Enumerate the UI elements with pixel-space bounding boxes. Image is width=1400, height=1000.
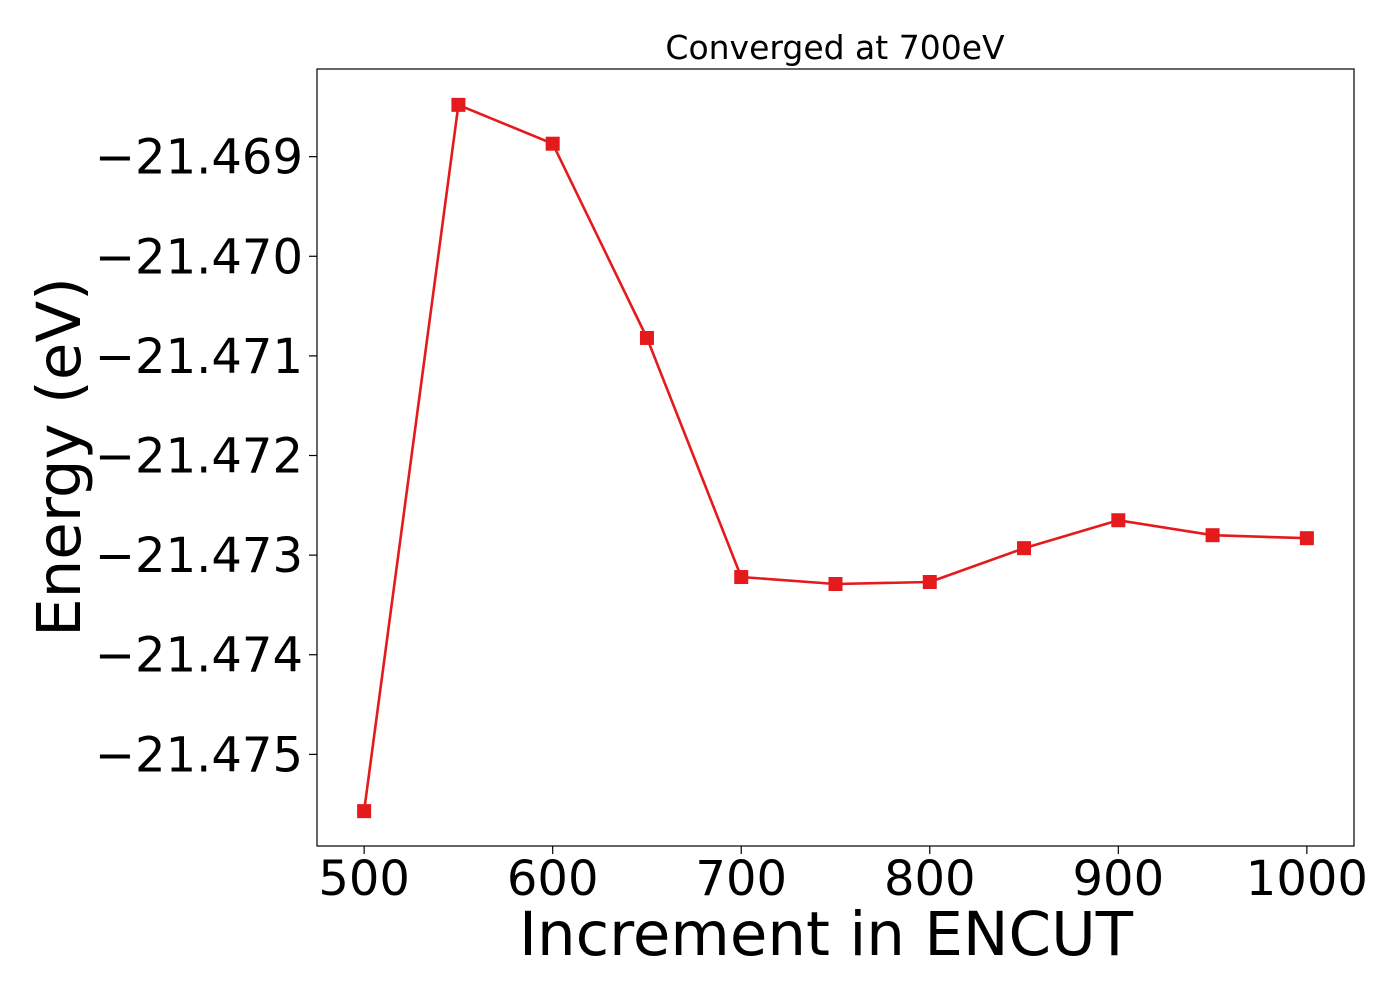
- ticks-layer: 500 600 700 800 900 1000 −21.469 −21.470 −21.471…: [95, 130, 1368, 907]
- x-tick-label: 700: [695, 851, 787, 907]
- data-point-marker: [1111, 513, 1126, 528]
- y-tick-label: −21.473: [95, 528, 303, 584]
- series-layer: [357, 97, 1314, 819]
- data-point-marker: [828, 577, 843, 592]
- chart-title: Converged at 700eV: [665, 28, 1005, 67]
- x-tick-label: 1000: [1246, 851, 1368, 907]
- x-tick-label: 500: [318, 851, 410, 907]
- data-point-marker: [1017, 541, 1032, 556]
- y-tick-label: −21.475: [95, 727, 303, 783]
- y-tick-label: −21.472: [95, 429, 303, 485]
- y-axis-label: Energy (eV): [24, 277, 95, 637]
- x-axis-label: Increment in ENCUT: [519, 899, 1134, 970]
- data-point-marker: [922, 575, 937, 590]
- data-point-marker: [1299, 531, 1314, 546]
- x-tick-label: 900: [1073, 851, 1165, 907]
- y-tick-label: −21.470: [95, 229, 303, 285]
- data-point-marker: [734, 570, 749, 585]
- data-point-marker: [1205, 528, 1220, 543]
- y-tick-label: −21.471: [95, 329, 303, 385]
- y-tick-label: −21.474: [95, 628, 303, 684]
- data-point-marker: [451, 97, 466, 112]
- x-tick-label: 600: [507, 851, 599, 907]
- x-tick-label: 800: [884, 851, 976, 907]
- plot-frame: [316, 68, 1355, 847]
- data-point-marker: [357, 804, 372, 819]
- y-tick-label: −21.469: [95, 130, 303, 186]
- data-point-marker: [545, 136, 560, 151]
- data-point-marker: [639, 330, 654, 345]
